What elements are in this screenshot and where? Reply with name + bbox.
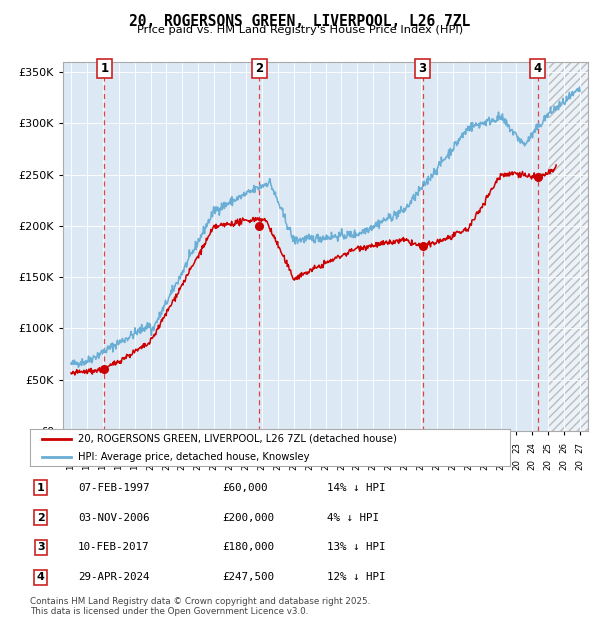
Text: 25: 25 <box>544 442 553 453</box>
Text: 11: 11 <box>321 442 330 453</box>
Text: 14: 14 <box>369 442 378 453</box>
Text: 19: 19 <box>82 459 91 469</box>
Text: 29-APR-2024: 29-APR-2024 <box>78 572 149 582</box>
Text: 19: 19 <box>114 459 123 469</box>
Text: 20: 20 <box>544 459 553 470</box>
Text: £180,000: £180,000 <box>222 542 274 552</box>
Text: 20: 20 <box>305 459 314 470</box>
Text: 20: 20 <box>209 459 218 470</box>
Text: 20: 20 <box>241 459 250 470</box>
Text: 10-FEB-2017: 10-FEB-2017 <box>78 542 149 552</box>
Text: 01: 01 <box>162 442 171 453</box>
Text: 99: 99 <box>130 442 139 453</box>
Text: 20: 20 <box>464 442 473 453</box>
Text: 20: 20 <box>385 459 394 470</box>
Text: 20: 20 <box>226 459 235 470</box>
Text: 20: 20 <box>353 459 362 470</box>
Text: 20: 20 <box>321 459 330 470</box>
Text: 19: 19 <box>67 459 76 469</box>
Bar <box>548 62 588 431</box>
Text: 20: 20 <box>433 459 442 470</box>
Text: 19: 19 <box>448 442 457 453</box>
Text: 4: 4 <box>533 62 542 75</box>
Text: 20: 20 <box>289 459 298 470</box>
Text: 20: 20 <box>401 459 410 470</box>
Text: 95: 95 <box>67 442 76 453</box>
Text: 20: 20 <box>464 459 473 470</box>
Text: 07-FEB-1997: 07-FEB-1997 <box>78 483 149 493</box>
Text: This data is licensed under the Open Government Licence v3.0.: This data is licensed under the Open Gov… <box>30 607 308 616</box>
Text: 20: 20 <box>560 459 569 470</box>
Text: 19: 19 <box>98 459 107 469</box>
Text: 17: 17 <box>416 442 425 453</box>
Text: 19: 19 <box>130 459 139 469</box>
Text: 1: 1 <box>37 483 44 493</box>
Text: 20: 20 <box>369 459 378 470</box>
Text: 24: 24 <box>528 442 537 453</box>
Text: 02: 02 <box>178 442 187 453</box>
Text: 06: 06 <box>241 442 250 453</box>
Text: 26: 26 <box>560 442 569 453</box>
Text: 98: 98 <box>114 442 123 453</box>
Text: 20, ROGERSONS GREEN, LIVERPOOL, L26 7ZL: 20, ROGERSONS GREEN, LIVERPOOL, L26 7ZL <box>130 14 470 29</box>
Text: HPI: Average price, detached house, Knowsley: HPI: Average price, detached house, Know… <box>78 451 310 461</box>
Text: 20: 20 <box>480 459 489 470</box>
Text: £200,000: £200,000 <box>222 513 274 523</box>
Text: 22: 22 <box>496 442 505 453</box>
Text: 20: 20 <box>512 459 521 470</box>
Text: Price paid vs. HM Land Registry's House Price Index (HPI): Price paid vs. HM Land Registry's House … <box>137 25 463 35</box>
Text: 13: 13 <box>353 442 362 453</box>
Text: 23: 23 <box>512 442 521 453</box>
Text: 20: 20 <box>448 459 457 470</box>
Text: 20: 20 <box>146 459 155 470</box>
Text: 20: 20 <box>162 459 171 470</box>
Text: 20: 20 <box>273 459 282 470</box>
Text: Contains HM Land Registry data © Crown copyright and database right 2025.: Contains HM Land Registry data © Crown c… <box>30 597 370 606</box>
Text: 20: 20 <box>178 459 187 470</box>
Text: 07: 07 <box>257 442 266 453</box>
Text: 10: 10 <box>305 442 314 453</box>
Text: 20: 20 <box>528 459 537 470</box>
Text: 20: 20 <box>416 459 425 470</box>
Text: 08: 08 <box>273 442 282 453</box>
Text: 4: 4 <box>37 572 45 582</box>
Text: 20: 20 <box>496 459 505 470</box>
Text: £247,500: £247,500 <box>222 572 274 582</box>
Text: 20: 20 <box>194 459 203 470</box>
Text: 2: 2 <box>255 62 263 75</box>
Text: 96: 96 <box>82 442 91 453</box>
Text: 27: 27 <box>575 442 584 453</box>
Text: 16: 16 <box>401 442 410 453</box>
Text: 14% ↓ HPI: 14% ↓ HPI <box>327 483 386 493</box>
Text: 15: 15 <box>385 442 394 453</box>
Text: 00: 00 <box>146 442 155 453</box>
Text: 20: 20 <box>257 459 266 470</box>
Text: 21: 21 <box>480 442 489 453</box>
Text: 3: 3 <box>37 542 44 552</box>
Text: 20: 20 <box>337 459 346 470</box>
Text: 18: 18 <box>433 442 442 453</box>
Text: 97: 97 <box>98 442 107 453</box>
Text: 4% ↓ HPI: 4% ↓ HPI <box>327 513 379 523</box>
Text: 03: 03 <box>194 442 203 453</box>
Text: 09: 09 <box>289 442 298 453</box>
Text: 3: 3 <box>419 62 427 75</box>
Text: 1: 1 <box>100 62 109 75</box>
Text: 05: 05 <box>226 442 235 453</box>
Text: £60,000: £60,000 <box>222 483 268 493</box>
Bar <box>548 62 588 431</box>
Text: 03-NOV-2006: 03-NOV-2006 <box>78 513 149 523</box>
Text: 20, ROGERSONS GREEN, LIVERPOOL, L26 7ZL (detached house): 20, ROGERSONS GREEN, LIVERPOOL, L26 7ZL … <box>78 434 397 444</box>
Text: 04: 04 <box>209 442 218 453</box>
Text: 13% ↓ HPI: 13% ↓ HPI <box>327 542 386 552</box>
Text: 12% ↓ HPI: 12% ↓ HPI <box>327 572 386 582</box>
Text: 12: 12 <box>337 442 346 453</box>
Text: 20: 20 <box>575 459 584 470</box>
Text: 2: 2 <box>37 513 44 523</box>
